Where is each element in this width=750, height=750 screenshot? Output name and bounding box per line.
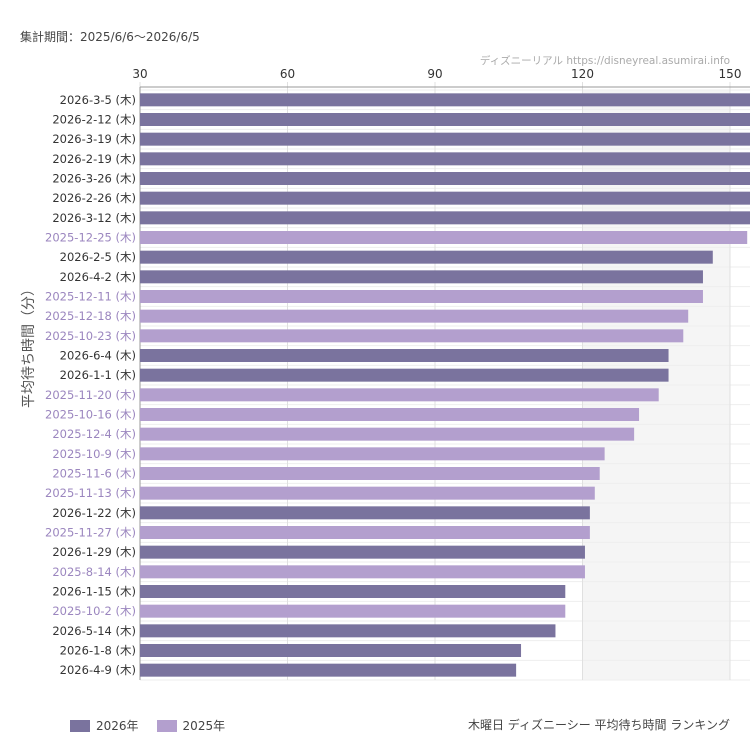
y-tick-label: 2026-1-22 (木)	[52, 506, 136, 520]
bar-2026	[140, 585, 566, 598]
bar-2025	[140, 408, 640, 421]
x-tick-label: 120	[571, 67, 594, 81]
y-tick-label: 2026-2-12 (木)	[52, 113, 136, 127]
y-tick-label: 2026-2-19 (木)	[52, 152, 136, 166]
y-tick-label: 2025-11-13 (木)	[45, 486, 136, 500]
y-tick-label: 2025-12-18 (木)	[45, 309, 136, 323]
y-tick-label: 2026-5-14 (木)	[52, 624, 136, 638]
x-tick-label: 30	[132, 67, 147, 81]
legend-swatch-2026	[70, 719, 90, 732]
y-tick-label: 2026-3-12 (木)	[52, 211, 136, 225]
x-tick-label: 60	[280, 67, 295, 81]
y-tick-label: 2025-10-9 (木)	[52, 447, 136, 461]
bar-2026	[140, 250, 713, 264]
bar-2026	[140, 624, 556, 638]
y-tick-label: 2025-11-6 (木)	[52, 467, 136, 481]
y-tick-label: 2026-3-19 (木)	[52, 132, 136, 146]
source-credit: ディズニーリアル https://disneyreal.asumirai.inf…	[479, 55, 730, 67]
bar-2026	[140, 93, 750, 107]
y-tick-label: 2025-12-25 (木)	[45, 231, 136, 245]
y-tick-label: 2026-1-29 (木)	[52, 545, 136, 559]
y-tick-label: 2026-4-9 (木)	[60, 663, 136, 677]
y-tick-label: 2025-10-2 (木)	[52, 604, 136, 618]
y-tick-label: 2025-12-4 (木)	[52, 427, 136, 441]
bar-2026	[140, 270, 703, 284]
y-tick-label: 2026-3-5 (木)	[60, 93, 136, 107]
bar-2025	[140, 526, 590, 539]
bar-2026	[140, 113, 750, 126]
y-tick-label: 2026-1-1 (木)	[60, 368, 136, 382]
bar-2025	[140, 565, 585, 579]
y-tick-label: 2025-11-20 (木)	[45, 388, 136, 402]
bar-2025	[140, 309, 689, 323]
y-tick-label: 2026-1-8 (木)	[60, 644, 136, 658]
bar-2026	[140, 132, 750, 146]
y-axis-title: 平均待ち時間（分）	[21, 282, 37, 408]
bar-2025	[140, 467, 600, 480]
legend-item-2025[interactable]: 2025年	[156, 717, 226, 734]
bar-2026	[140, 368, 669, 382]
aggregation-period: 集計期間：2025/6/6～2026/6/5	[20, 30, 200, 44]
bar-2025	[140, 231, 748, 244]
bar-2025	[140, 388, 659, 402]
bar-2025	[140, 447, 605, 461]
bar-2025	[140, 486, 595, 500]
y-tick-label: 2025-10-16 (木)	[45, 408, 136, 422]
chart-caption: 木曜日 ディズニーシー 平均待ち時間 ランキング	[467, 718, 730, 732]
bar-2026	[140, 349, 669, 362]
y-tick-label: 2026-2-26 (木)	[52, 191, 136, 205]
legend-swatch-2025	[156, 719, 177, 732]
legend-item-2026[interactable]: 2026年	[70, 717, 139, 734]
bar-2026	[140, 506, 590, 520]
y-tick-label: 2026-1-15 (木)	[52, 585, 136, 599]
legend: 2026年 2025年	[70, 717, 225, 734]
bar-2026	[140, 191, 750, 205]
y-tick-label: 2026-3-26 (木)	[52, 172, 136, 186]
y-tick-label: 2025-8-14 (木)	[52, 565, 136, 579]
legend-label-2026: 2026年	[96, 719, 139, 733]
bar-2025	[140, 427, 635, 441]
legend-label-2025: 2025年	[182, 719, 226, 733]
y-tick-label: 2025-10-23 (木)	[45, 329, 136, 343]
y-tick-label: 2026-4-2 (木)	[60, 270, 136, 284]
bar-2026	[140, 545, 585, 559]
bar-2026	[140, 663, 517, 677]
x-tick-label: 90	[427, 67, 442, 81]
bar-2025	[140, 329, 684, 343]
bar-2026	[140, 172, 750, 185]
y-tick-label: 2026-2-5 (木)	[60, 250, 136, 264]
bar-2026	[140, 211, 750, 225]
y-tick-label: 2025-11-27 (木)	[45, 526, 136, 540]
bar-2025	[140, 604, 566, 618]
x-tick-label: 150	[719, 67, 742, 81]
y-tick-label: 2025-12-11 (木)	[45, 290, 136, 304]
bar-2026	[140, 152, 750, 166]
y-tick-label: 2026-6-4 (木)	[60, 349, 136, 363]
bar-2026	[140, 644, 522, 657]
bar-2025	[140, 290, 703, 303]
